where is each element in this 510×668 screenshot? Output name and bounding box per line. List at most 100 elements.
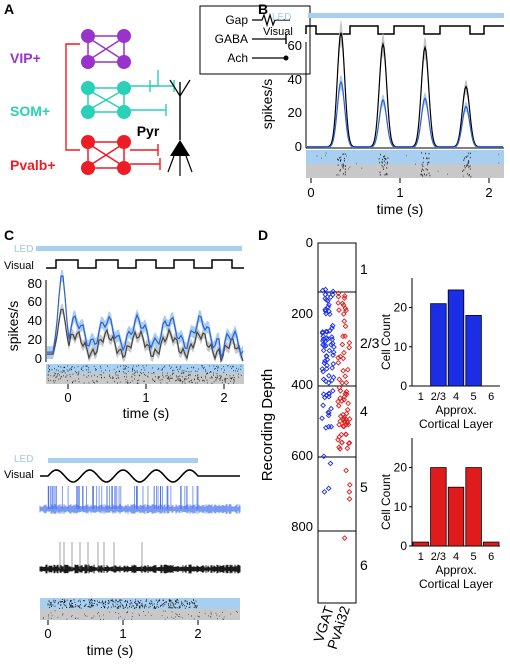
unit-marker: [326, 301, 332, 308]
synapse-legend: Gap GABA Ach: [199, 5, 311, 75]
panel-d-depth-box: [317, 242, 357, 604]
panel-c-ytick: 0: [35, 351, 42, 366]
unit-marker: [345, 421, 352, 428]
panel-d-ytick: 800: [291, 519, 313, 534]
unit-marker: [329, 387, 336, 394]
hist-xtick: 5: [471, 391, 477, 403]
panel-b-control-trace: [307, 32, 503, 148]
hist-xtick: 4: [453, 551, 459, 563]
panel-c-lower-xtick: 2: [194, 626, 201, 641]
unit-marker: [338, 431, 345, 438]
unit-marker: [344, 406, 351, 413]
unit-marker: [329, 322, 336, 329]
unit-marker: [340, 367, 346, 374]
legend-gap-label: Gap: [225, 13, 248, 27]
panel-c-control-error-band: [47, 304, 243, 362]
hist-ytick: 20: [394, 461, 408, 475]
unit-marker: [335, 290, 342, 297]
unit-marker: [320, 453, 327, 460]
unit-marker: [336, 384, 343, 391]
unit-marker: [346, 339, 353, 346]
panel-b-ytick: 60: [288, 38, 302, 53]
panel-c-lower-raster-led: [40, 598, 240, 609]
panel-d-ytick: 400: [291, 377, 313, 392]
unit-marker: [341, 535, 348, 541]
unit-marker: [322, 358, 328, 364]
panel-b-xtick: 2: [485, 185, 492, 200]
panel-d-unit-depths: [319, 286, 353, 541]
panel-d-ytick: 0: [306, 235, 313, 250]
unit-marker: [338, 398, 345, 404]
unit-marker: [328, 405, 334, 412]
panel-c-lower-raster-control: [40, 609, 240, 620]
unit-marker: [346, 344, 353, 351]
pyr-label: Pyr: [137, 123, 160, 139]
unit-marker: [337, 413, 344, 420]
panel-c-lower-raster: [42, 599, 238, 620]
panel-b-yticks: 0 20 40 60: [288, 38, 302, 154]
panel-d-yticks: 0 200 400 600 800: [291, 235, 313, 534]
unit-marker: [320, 402, 326, 409]
panel-c-raster: [47, 365, 242, 385]
vgat-layer-histogram: 0 10 20 1 2/3 4 5 6 Approx.Cortical Layer Cell Co…: [379, 278, 500, 431]
unit-marker: [336, 444, 342, 451]
hist-bar: [447, 289, 465, 387]
unit-marker: [339, 300, 346, 307]
unit-marker: [323, 297, 330, 303]
unit-marker: [320, 333, 327, 340]
unit-marker: [343, 391, 350, 398]
hist-bar: [465, 315, 482, 387]
unit-marker: [345, 400, 352, 407]
hist-xtick: 6: [488, 391, 494, 403]
unit-marker: [329, 325, 335, 331]
unit-marker: [336, 421, 342, 428]
unit-marker: [330, 361, 337, 367]
panel-c-lower-xlabel: time (s): [87, 642, 134, 658]
vip-cluster: [81, 29, 131, 69]
panel-b-xtick: 1: [396, 185, 403, 200]
panel-c-letter: C: [4, 227, 14, 243]
legend-gaba-label: GABA: [215, 32, 248, 46]
unit-marker: [336, 307, 342, 313]
unit-marker: [342, 416, 349, 422]
panel-c-xtick: 2: [220, 390, 227, 405]
hist-xtick: 6: [488, 551, 494, 563]
hist-xlabel-line1: Approx.: [435, 563, 476, 577]
unit-marker: [343, 467, 349, 474]
panel-c-raster-led: [46, 364, 244, 373]
panel-c-xtick: 1: [142, 390, 149, 405]
unit-marker: [319, 366, 326, 372]
unit-marker: [339, 439, 345, 446]
unit-marker: [327, 294, 334, 300]
panel-c-lower-control-voltage-trace: [39, 542, 241, 574]
hist-ylabel: Cell Count: [379, 473, 393, 530]
unit-marker: [335, 293, 342, 300]
hist-xtick: 1: [418, 551, 424, 563]
unit-marker: [340, 311, 347, 317]
unit-marker: [320, 391, 327, 398]
panel-c-lower-xtick: 0: [44, 626, 51, 641]
unit-marker: [331, 344, 337, 350]
hist-xlabel-line2: Cortical Layer: [419, 577, 493, 591]
unit-marker: [321, 342, 327, 349]
unit-marker: [344, 445, 351, 452]
hist-ytick: 20: [394, 301, 408, 315]
hist-ytick: 0: [400, 539, 407, 553]
unit-marker: [336, 376, 343, 383]
unit-marker: [329, 365, 335, 371]
gap-junction-icon: [252, 12, 290, 28]
unit-marker: [322, 308, 329, 314]
panel-b-led-bar: [308, 13, 504, 18]
panel-b-axes: [305, 42, 504, 149]
unit-marker: [346, 416, 353, 422]
unit-marker: [341, 318, 348, 325]
hist-xtick: 2/3: [431, 551, 446, 563]
panel-c-ytick: 60: [28, 294, 42, 309]
unit-marker: [343, 307, 349, 314]
hist-ytick: 0: [400, 379, 407, 393]
hist-bar: [430, 467, 447, 547]
unit-marker: [325, 485, 332, 492]
unit-marker: [325, 409, 332, 416]
panel-b-raster-control: [306, 164, 504, 178]
